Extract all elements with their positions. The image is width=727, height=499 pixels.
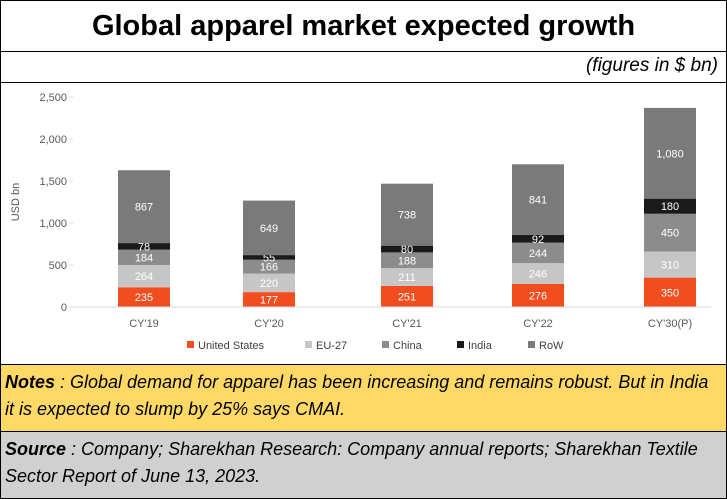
legend-swatch bbox=[528, 341, 535, 348]
bar-segment bbox=[118, 265, 170, 288]
source-text: : Company; Sharekhan Research: Company a… bbox=[5, 439, 698, 486]
bar-segment bbox=[243, 200, 295, 256]
y-tick-label: 1,000 bbox=[39, 218, 67, 230]
bar-segment bbox=[512, 234, 564, 243]
y-axis-title: USD bn bbox=[10, 183, 22, 222]
divider bbox=[1, 82, 726, 83]
bar-segment bbox=[644, 198, 696, 214]
data-label: 80 bbox=[401, 244, 413, 256]
x-tick-label: CY'22 bbox=[523, 318, 553, 330]
bar-segment bbox=[644, 107, 696, 199]
source-label: Source bbox=[5, 439, 67, 459]
bar-segment bbox=[381, 285, 433, 307]
y-tick-label: 500 bbox=[49, 260, 67, 272]
data-label: 235 bbox=[135, 292, 153, 304]
data-label: 188 bbox=[398, 255, 416, 267]
x-tick-label: CY'20 bbox=[254, 318, 284, 330]
notes-label: Notes bbox=[5, 372, 56, 392]
legend-swatch bbox=[457, 341, 464, 348]
data-label: 246 bbox=[529, 268, 547, 280]
data-label: 211 bbox=[398, 272, 416, 284]
bar-segment bbox=[243, 259, 295, 274]
y-tick-label: 0 bbox=[61, 302, 67, 314]
bar-segment bbox=[118, 249, 170, 266]
data-label: 180 bbox=[661, 201, 679, 213]
source-panel: Source : Company; Sharekhan Research: Co… bbox=[1, 432, 726, 498]
legend-label: EU-27 bbox=[316, 340, 347, 352]
data-label: 350 bbox=[661, 287, 679, 299]
bar-segment bbox=[512, 283, 564, 307]
bar-segment bbox=[118, 243, 170, 250]
data-label: 78 bbox=[138, 241, 150, 253]
data-label: 738 bbox=[398, 210, 416, 222]
bar-segment bbox=[243, 273, 295, 293]
bar-segment bbox=[243, 255, 295, 260]
chart-subtitle: (figures in $ bn) bbox=[585, 55, 718, 76]
bar-segment bbox=[381, 183, 433, 246]
x-tick-label: CY'21 bbox=[392, 318, 422, 330]
data-label: 649 bbox=[260, 223, 278, 235]
chart-legend: United States EU-27 China India RoW bbox=[187, 340, 564, 352]
legend-swatch bbox=[305, 341, 312, 348]
legend-swatch bbox=[382, 341, 389, 348]
x-tick-label: CY'30(P) bbox=[648, 318, 692, 330]
bar-segment bbox=[381, 252, 433, 269]
data-label: 177 bbox=[260, 295, 278, 307]
notes-panel: Notes : Global demand for apparel has be… bbox=[1, 364, 726, 432]
bar-segment bbox=[381, 245, 433, 253]
bar-segment bbox=[644, 213, 696, 252]
bar-segment bbox=[118, 170, 170, 244]
data-label: 92 bbox=[532, 234, 544, 246]
bar-segment bbox=[118, 287, 170, 307]
y-tick-label: 2,000 bbox=[39, 134, 67, 146]
legend-swatch bbox=[187, 341, 194, 348]
data-label: 251 bbox=[398, 291, 416, 303]
data-label: 244 bbox=[529, 248, 547, 260]
y-tick-label: 1,500 bbox=[39, 176, 67, 188]
data-label: 166 bbox=[260, 262, 278, 274]
legend-label: India bbox=[468, 340, 493, 352]
notes-text: : Global demand for apparel has been inc… bbox=[5, 372, 709, 419]
bar-segment bbox=[644, 277, 696, 307]
data-label: 310 bbox=[661, 260, 679, 272]
x-axis: CY'19 CY'20 CY'21 CY'22 CY'30(P) bbox=[73, 306, 711, 330]
data-label: 276 bbox=[529, 290, 547, 302]
y-tick-label: 2,500 bbox=[39, 92, 67, 104]
bar-segment bbox=[381, 268, 433, 286]
legend-label: China bbox=[393, 340, 423, 352]
page-title: Global apparel market expected growth bbox=[1, 1, 726, 52]
data-label: 1,080 bbox=[656, 148, 684, 160]
bar-segment bbox=[512, 164, 564, 235]
data-label: 867 bbox=[135, 202, 153, 214]
legend-label: RoW bbox=[539, 340, 564, 352]
data-label: 184 bbox=[135, 252, 153, 264]
data-label: 450 bbox=[661, 228, 679, 240]
bar-segment bbox=[512, 242, 564, 264]
y-axis: 0 500 1,000 1,500 2,000 2,500 USD bn bbox=[10, 92, 73, 314]
bar-segment bbox=[512, 263, 564, 284]
x-tick-label: CY'19 bbox=[129, 318, 159, 330]
data-label: 841 bbox=[529, 195, 547, 207]
data-label: 220 bbox=[260, 278, 278, 290]
data-label: 55 bbox=[263, 252, 275, 264]
legend-label: United States bbox=[198, 340, 265, 352]
bar-segment bbox=[243, 292, 295, 307]
data-label: 264 bbox=[135, 271, 153, 283]
stacked-bar-chart: 0 500 1,000 1,500 2,000 2,500 USD bn 235 264 184… bbox=[10, 92, 711, 352]
bar-segment bbox=[644, 251, 696, 278]
